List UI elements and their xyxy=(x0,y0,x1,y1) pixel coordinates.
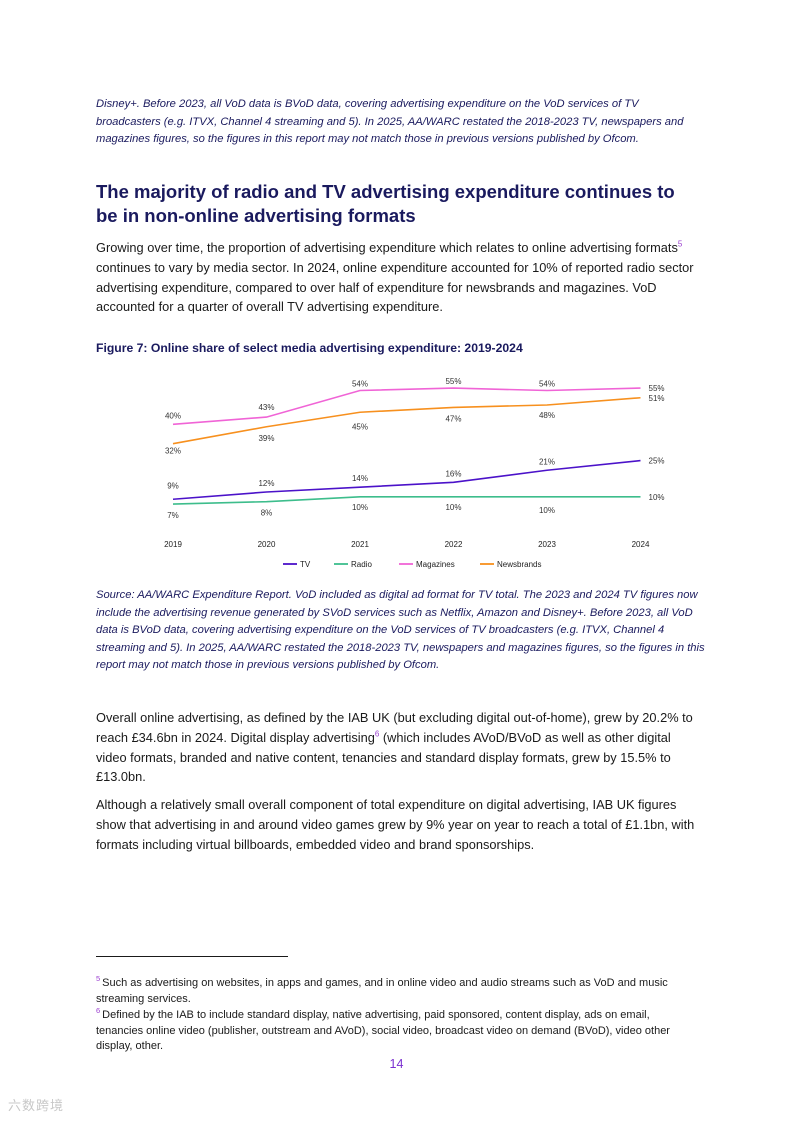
newsbrands-data-label: 32% xyxy=(165,447,181,456)
radio-series-line xyxy=(172,496,641,505)
intro-text-2: continues to vary by media sector. In 20… xyxy=(96,259,694,315)
tv-data-label: 21% xyxy=(539,457,555,466)
x-tick-label: 2024 xyxy=(632,540,650,549)
radio-data-label: 10% xyxy=(445,503,461,512)
magazines-data-label: 55% xyxy=(649,384,665,393)
tv-series-line xyxy=(172,459,641,501)
watermark-logo: 六数跨境 xyxy=(8,1098,65,1113)
x-tick-label: 2023 xyxy=(538,540,556,549)
tv-data-label: 16% xyxy=(445,469,461,478)
radio-data-label: 10% xyxy=(649,493,665,502)
data-label-layer: 9% 12% 14% 16% 21% 25% 7% 8% 10% 10% 10% 10% 40% 43% 5… xyxy=(165,377,665,520)
magazines-series-line xyxy=(172,387,641,426)
radio-data-label: 8% xyxy=(261,509,273,518)
video-games-paragraph: Although a relatively small overall comp… xyxy=(96,797,695,852)
x-tick-label: 2022 xyxy=(445,540,463,549)
x-tick-label: 2019 xyxy=(164,540,182,549)
x-tick-label: 2021 xyxy=(351,540,369,549)
newsbrands-legend-label: Newsbrands xyxy=(497,560,541,569)
magazines-data-label: 54% xyxy=(539,380,555,389)
figure-title: Figure 7: Online share of select media a… xyxy=(96,341,523,355)
radio-data-label: 10% xyxy=(539,506,555,515)
tv-data-label: 14% xyxy=(352,474,368,483)
radio-legend-label: Radio xyxy=(351,560,372,569)
footnote-5: 5 Such as advertising on websites, in app… xyxy=(96,974,696,1007)
online-text-1: Overall online advertising, as defined b… xyxy=(96,710,693,745)
legend: TV Radio Magazines Newsbrands xyxy=(283,560,541,569)
radio-data-label: 10% xyxy=(352,503,368,512)
page-number: 14 xyxy=(389,1057,404,1071)
figure-source-note: Source: AA/WARC Expenditure Report. VoD … xyxy=(96,589,705,671)
continued-source-note: Disney+. Before 2023, all VoD data is BV… xyxy=(96,98,684,145)
tv-legend-label: TV xyxy=(300,560,311,569)
newsbrands-series-line xyxy=(172,396,641,445)
intro-paragraph: Growing over time, the proportion of adv… xyxy=(96,238,700,317)
magazines-data-label: 40% xyxy=(165,411,181,420)
radio-data-label: 7% xyxy=(167,511,179,520)
online-text-2: (which includes AVoD/BVoD as well as oth… xyxy=(96,729,671,785)
x-tick-label: 2020 xyxy=(258,540,276,549)
footnote-ref-6[interactable]: 6 xyxy=(374,729,380,739)
footnote-ref-5[interactable]: 5 xyxy=(677,239,683,249)
footnote-divider xyxy=(96,956,288,957)
series-layer xyxy=(172,387,641,505)
section-heading: The majority of radio and TV advertising… xyxy=(96,181,675,226)
magazines-data-label: 54% xyxy=(352,380,368,389)
footnote-text: Defined by the IAB to include standard d… xyxy=(96,1009,670,1053)
footnote-text: Such as advertising on websites, in apps… xyxy=(96,977,668,1005)
intro-text-1: Growing over time, the proportion of adv… xyxy=(96,240,678,255)
footnote-6: 6 Defined by the IAB to include standard … xyxy=(96,1006,696,1055)
magazines-data-label: 55% xyxy=(445,377,461,386)
newsbrands-data-label: 47% xyxy=(445,414,461,423)
line-chart: 9% 12% 14% 16% 21% 25% 7% 8% 10% 10% 10% 10% 40% 43% 5… xyxy=(164,377,665,569)
tv-data-label: 25% xyxy=(649,457,665,466)
newsbrands-data-label: 51% xyxy=(649,394,665,403)
magazines-legend-label: Magazines xyxy=(416,560,455,569)
tv-data-label: 12% xyxy=(258,479,274,488)
newsbrands-data-label: 45% xyxy=(352,422,368,431)
magazines-data-label: 43% xyxy=(258,403,274,412)
newsbrands-data-label: 39% xyxy=(258,434,274,443)
x-axis-ticks: 2019 2020 2021 2022 2023 2024 xyxy=(164,540,650,549)
online-advertising-paragraph: Overall online advertising, as defined b… xyxy=(96,708,700,787)
footnote-number: 6 xyxy=(96,1006,101,1016)
tv-data-label: 9% xyxy=(167,481,179,490)
newsbrands-data-label: 48% xyxy=(539,411,555,420)
footnote-number: 5 xyxy=(96,974,101,984)
